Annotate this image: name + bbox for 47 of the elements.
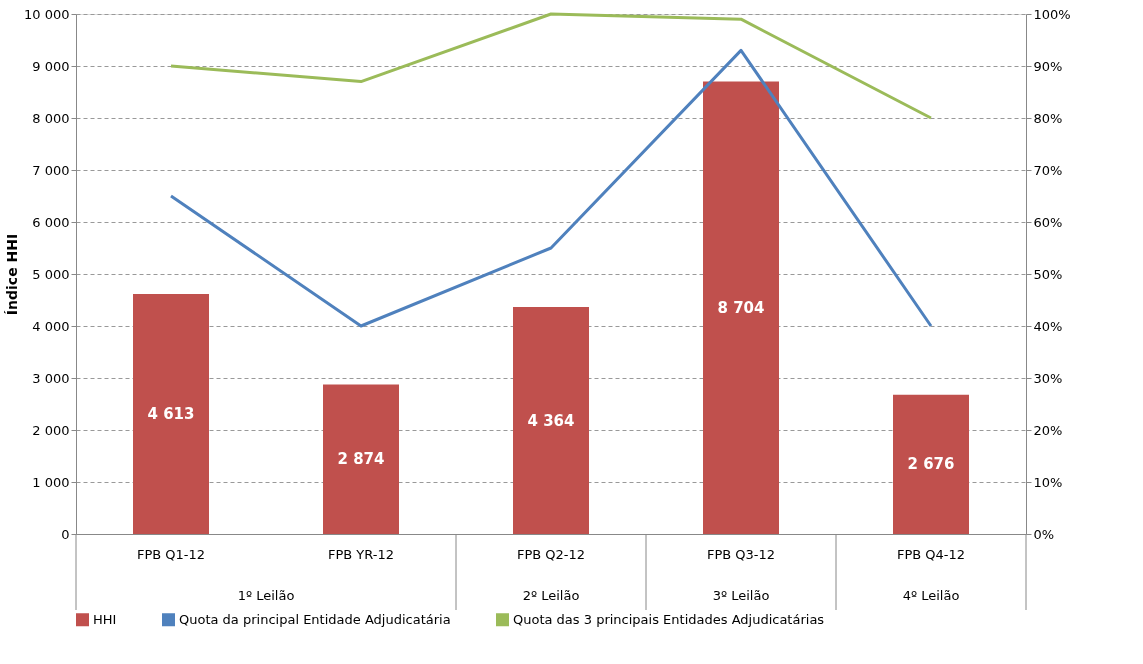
text: 3º Leilão	[712, 588, 770, 603]
y-tick-label: 1 000	[32, 474, 70, 490]
y-tick-label: 10 000	[24, 6, 70, 22]
y-tick-label: 3 000	[32, 370, 70, 386]
y-tick-label: 0	[61, 526, 70, 542]
bar	[323, 384, 399, 534]
data-label: 8 704	[717, 298, 765, 317]
y2-tick-label: 20%	[1033, 422, 1063, 438]
y-tick-label: 4 000	[32, 318, 70, 334]
y2-tick-label: 60%	[1033, 214, 1063, 230]
y-tick-label: 8 000	[32, 110, 70, 126]
data-label: 2 874	[337, 450, 385, 469]
y-tick-label: 9 000	[32, 58, 70, 74]
legend-label: Quota da principal Entidade Adjudicatária	[179, 611, 451, 627]
x-tick-label: FPB Q1-12	[136, 546, 206, 562]
x-tick-label: FPB Q3-12	[706, 546, 776, 562]
y-tick-label: 7 000	[32, 162, 70, 178]
bar	[893, 394, 969, 534]
data-label: 2 676	[907, 455, 955, 474]
legend-label: HHI	[93, 611, 117, 627]
y2-tick-label: 0%	[1033, 526, 1055, 542]
y2-tick-label: 10%	[1033, 474, 1063, 490]
bar	[133, 294, 209, 534]
y2-tick-label: 80%	[1033, 110, 1063, 126]
x-tick-label: FPB YR-12	[327, 546, 395, 562]
y2-tick-label: 70%	[1033, 162, 1063, 178]
bar	[703, 81, 779, 534]
text: 2º Leilão	[522, 588, 580, 603]
x-tick-label: FPB Q4-12	[896, 546, 966, 562]
y2-tick-label: 40%	[1033, 318, 1063, 334]
line-series	[169, 12, 933, 120]
y2-tick-label: 30%	[1033, 370, 1063, 386]
y-axis-title: Índice HHI	[4, 233, 21, 316]
line-series	[169, 48, 933, 328]
y-tick-label: 2 000	[32, 422, 70, 438]
y-tick-label: 6 000	[32, 214, 70, 230]
text: 1º Leilão	[237, 588, 295, 603]
text: 4º Leilão	[902, 588, 960, 603]
y-tick-label: 5 000	[32, 266, 70, 282]
y2-tick-label: 90%	[1033, 58, 1063, 74]
y2-tick-label: 50%	[1033, 266, 1063, 282]
data-label: 4 613	[147, 405, 195, 424]
legend-label: Quota das 3 principais Entidades Adjudicatárias	[513, 611, 825, 627]
bar	[513, 307, 589, 534]
data-label: 4 364	[527, 411, 575, 430]
x-tick-label: FPB Q2-12	[516, 546, 586, 562]
y2-tick-label: 100%	[1033, 6, 1071, 22]
